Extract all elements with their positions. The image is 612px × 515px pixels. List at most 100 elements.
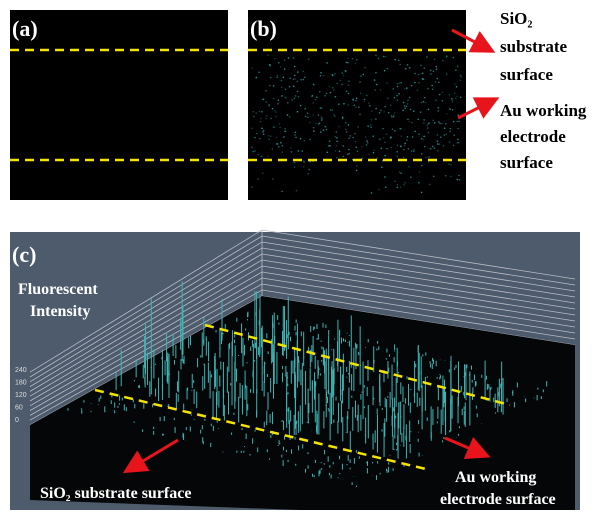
dot (382, 128, 384, 130)
dot (429, 184, 431, 186)
dot (307, 112, 309, 114)
annotation: electrode surface (440, 491, 556, 508)
panel-b (248, 10, 466, 200)
dot (400, 187, 402, 189)
dot (407, 118, 409, 120)
dot (354, 63, 356, 65)
dot (301, 150, 303, 152)
dot (280, 142, 282, 144)
dot (269, 85, 271, 87)
dot (438, 121, 440, 123)
dot (418, 133, 420, 135)
dot (294, 66, 296, 68)
dot (309, 122, 311, 124)
dot (457, 114, 459, 116)
dot (361, 146, 363, 148)
dot (437, 140, 439, 142)
figure: (a) (b) SiO₂ substrate surface Au workin… (0, 0, 612, 510)
dot (280, 66, 282, 68)
dot (424, 97, 426, 99)
dot (375, 108, 377, 110)
dot (319, 91, 321, 93)
dot (326, 152, 328, 154)
dot (260, 121, 262, 123)
dot (373, 152, 375, 154)
dot (435, 99, 437, 101)
dot (423, 136, 425, 138)
dot (336, 145, 338, 147)
dot (289, 78, 291, 80)
dot (349, 153, 351, 155)
dot (342, 116, 344, 118)
dot (409, 67, 411, 69)
dot (399, 128, 401, 130)
dot (430, 73, 432, 75)
dot (346, 90, 348, 92)
dot (342, 145, 344, 147)
annotation: electrode (500, 127, 566, 146)
dot (279, 123, 281, 125)
dot (397, 184, 399, 186)
dot (308, 58, 310, 60)
dot (296, 190, 298, 192)
dot (343, 75, 345, 77)
dot (290, 147, 292, 149)
dot (287, 114, 289, 116)
dot (435, 66, 437, 68)
dot (421, 153, 423, 155)
dot (255, 112, 257, 114)
dot (254, 150, 256, 152)
dot (456, 121, 458, 123)
dot (356, 97, 358, 99)
dot (428, 123, 430, 125)
dot (270, 77, 272, 79)
dot (456, 95, 458, 97)
dot (397, 99, 399, 101)
dot (364, 99, 366, 101)
dot (460, 75, 462, 77)
dot (316, 96, 318, 98)
dot (406, 139, 408, 141)
dot (396, 151, 398, 153)
dot (394, 112, 396, 114)
dot (438, 82, 440, 84)
dot (459, 179, 461, 181)
dot (419, 171, 421, 173)
dot (293, 85, 295, 87)
dot (444, 127, 446, 129)
dot (384, 111, 386, 113)
dot (348, 84, 350, 86)
dot (446, 56, 448, 58)
dot (328, 145, 330, 147)
dot (300, 79, 302, 81)
dot (309, 139, 311, 141)
dot (358, 106, 360, 108)
dot (423, 101, 425, 103)
dot (275, 111, 277, 113)
dot (343, 156, 345, 158)
dot (295, 95, 297, 97)
dot (348, 149, 350, 151)
dot (407, 64, 409, 66)
dot (338, 103, 340, 105)
dot (396, 155, 398, 157)
dot (288, 57, 290, 59)
dot (404, 143, 406, 145)
dot (451, 98, 453, 100)
dot (404, 105, 406, 107)
dot (431, 85, 433, 87)
dot (281, 80, 283, 82)
dot (370, 126, 372, 128)
dot (437, 110, 439, 112)
dot (324, 126, 326, 128)
dot (300, 138, 302, 140)
dot (334, 115, 336, 117)
dot (284, 68, 286, 70)
dot (298, 150, 300, 152)
dot (425, 157, 427, 159)
dot (379, 112, 381, 114)
dot (297, 71, 299, 73)
dot (380, 89, 382, 91)
dot (355, 141, 357, 143)
dot (336, 137, 338, 139)
